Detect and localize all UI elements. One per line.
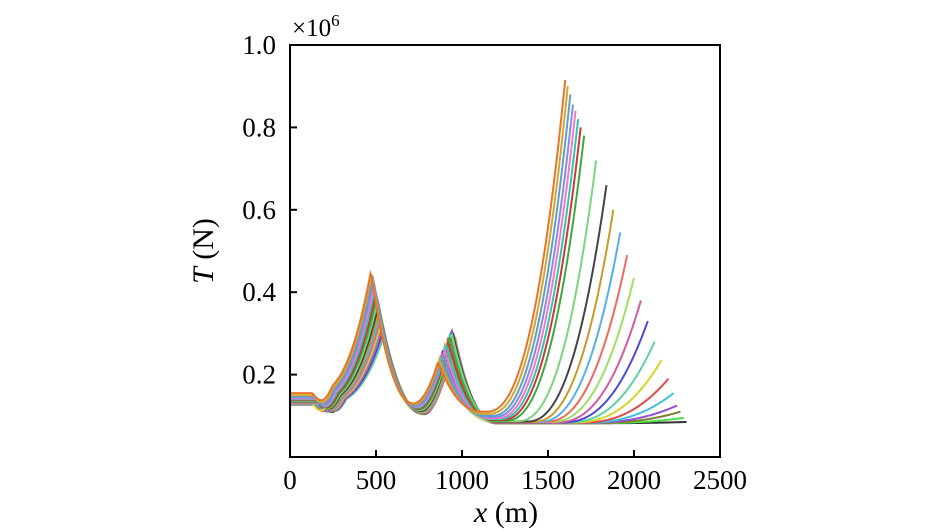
y-tick-label: 0.2 bbox=[242, 360, 276, 390]
x-tick-label: 2000 bbox=[607, 465, 661, 495]
series-line bbox=[290, 94, 572, 417]
series-line bbox=[290, 209, 615, 423]
x-axis-label-var: x bbox=[473, 496, 488, 529]
y-tick-label: 1.0 bbox=[242, 30, 276, 60]
x-tick-label: 1500 bbox=[521, 465, 575, 495]
y-axis: 0.2 0.4 0.6 0.8 1.0 bbox=[242, 30, 297, 390]
y-multiplier-exp: 6 bbox=[331, 11, 340, 30]
x-tick-label: 500 bbox=[356, 465, 397, 495]
y-axis-label-var: T bbox=[187, 265, 220, 284]
x-axis-label: x (m) bbox=[473, 496, 538, 529]
x-axis-label-unit: (m) bbox=[487, 496, 538, 529]
plot-frame bbox=[289, 44, 721, 458]
x-tick-label: 0 bbox=[283, 465, 297, 495]
x-tick-label: 1000 bbox=[435, 465, 489, 495]
series-line bbox=[290, 86, 569, 415]
series-line bbox=[290, 104, 574, 419]
y-axis-label: T (N) bbox=[187, 218, 220, 284]
y-multiplier-base: ×10 bbox=[292, 15, 331, 42]
y-multiplier: ×106 bbox=[292, 11, 340, 42]
y-tick-label: 0.6 bbox=[242, 195, 276, 225]
y-tick-label: 0.8 bbox=[242, 112, 276, 142]
x-tick-label: 2500 bbox=[693, 465, 747, 495]
x-axis: 0 500 1000 1500 2000 2500 bbox=[283, 450, 747, 495]
series-layer bbox=[290, 79, 687, 425]
y-axis-label-unit: (N) bbox=[187, 218, 220, 267]
y-tick-label: 0.4 bbox=[242, 277, 276, 307]
series-line bbox=[290, 79, 567, 413]
series-line bbox=[290, 110, 577, 420]
